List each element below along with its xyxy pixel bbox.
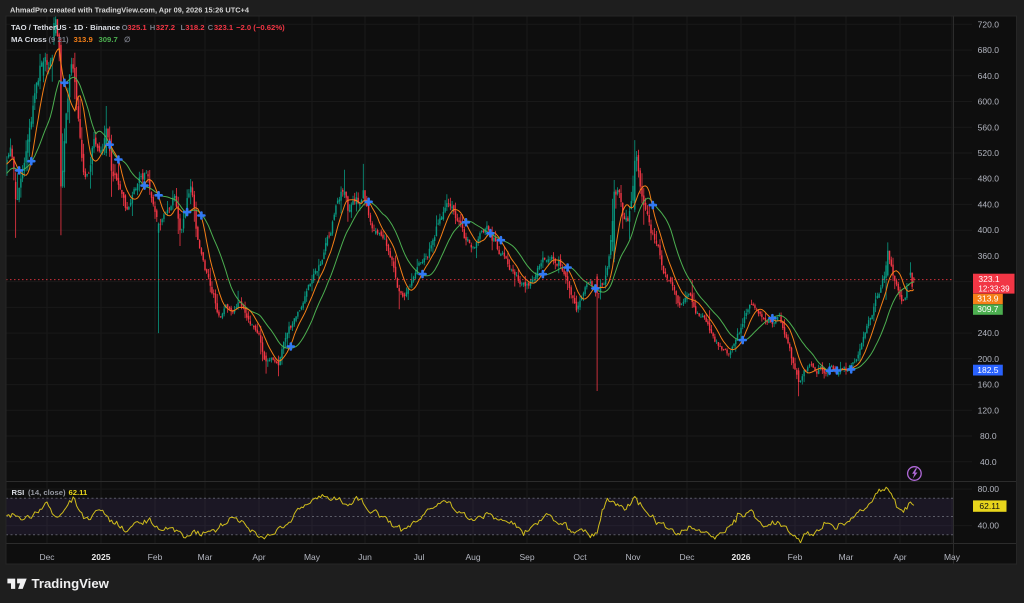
svg-text:309.7: 309.7 (977, 304, 999, 314)
svg-text:120.0: 120.0 (978, 405, 1000, 415)
svg-text:AhmadPro created with TradingV: AhmadPro created with TradingView.com, A… (10, 5, 250, 14)
svg-text:680.0: 680.0 (978, 45, 1000, 55)
svg-text:May: May (944, 552, 961, 562)
svg-text:80.0: 80.0 (980, 431, 997, 441)
svg-text:RSI(14, close)62.11: RSI (14, close) 62.11 (12, 488, 89, 497)
svg-text:12:33:39: 12:33:39 (978, 285, 1010, 294)
svg-text:TradingView: TradingView (32, 576, 110, 591)
svg-text:40.0: 40.0 (980, 457, 997, 467)
svg-text:360.0: 360.0 (978, 251, 1000, 261)
svg-text:720.0: 720.0 (978, 19, 1000, 29)
svg-text:560.0: 560.0 (978, 122, 1000, 132)
svg-text:200.0: 200.0 (978, 354, 1000, 364)
svg-text:62.11: 62.11 (979, 501, 1000, 511)
svg-text:Aug: Aug (465, 552, 480, 562)
svg-text:Feb: Feb (148, 552, 163, 562)
svg-text:40.00: 40.00 (978, 521, 1000, 531)
svg-text:Mar: Mar (839, 552, 854, 562)
svg-text:480.0: 480.0 (978, 174, 1000, 184)
svg-text:2025: 2025 (92, 552, 111, 562)
svg-text:440.0: 440.0 (978, 199, 1000, 209)
svg-text:Apr: Apr (252, 552, 265, 562)
svg-text:Dec: Dec (39, 552, 55, 562)
svg-text:323.1: 323.1 (978, 274, 1000, 284)
svg-text:160.0: 160.0 (978, 380, 1000, 390)
svg-text:520.0: 520.0 (978, 148, 1000, 158)
svg-text:Feb: Feb (788, 552, 803, 562)
svg-text:313.9: 313.9 (977, 294, 999, 304)
svg-text:2026: 2026 (732, 552, 751, 562)
svg-text:600.0: 600.0 (978, 97, 1000, 107)
svg-text:Mar: Mar (198, 552, 213, 562)
svg-text:240.0: 240.0 (978, 328, 1000, 338)
svg-text:182.5: 182.5 (977, 365, 999, 375)
svg-text:640.0: 640.0 (978, 71, 1000, 81)
svg-text:Sep: Sep (519, 552, 534, 562)
svg-text:Apr: Apr (893, 552, 906, 562)
svg-text:May: May (304, 552, 321, 562)
svg-text:400.0: 400.0 (978, 225, 1000, 235)
svg-text:Jun: Jun (358, 552, 372, 562)
svg-text:Jul: Jul (414, 552, 425, 562)
svg-text:80.00: 80.00 (978, 484, 1000, 494)
svg-text:Dec: Dec (679, 552, 695, 562)
svg-text:Oct: Oct (573, 552, 587, 562)
svg-text:Nov: Nov (625, 552, 641, 562)
